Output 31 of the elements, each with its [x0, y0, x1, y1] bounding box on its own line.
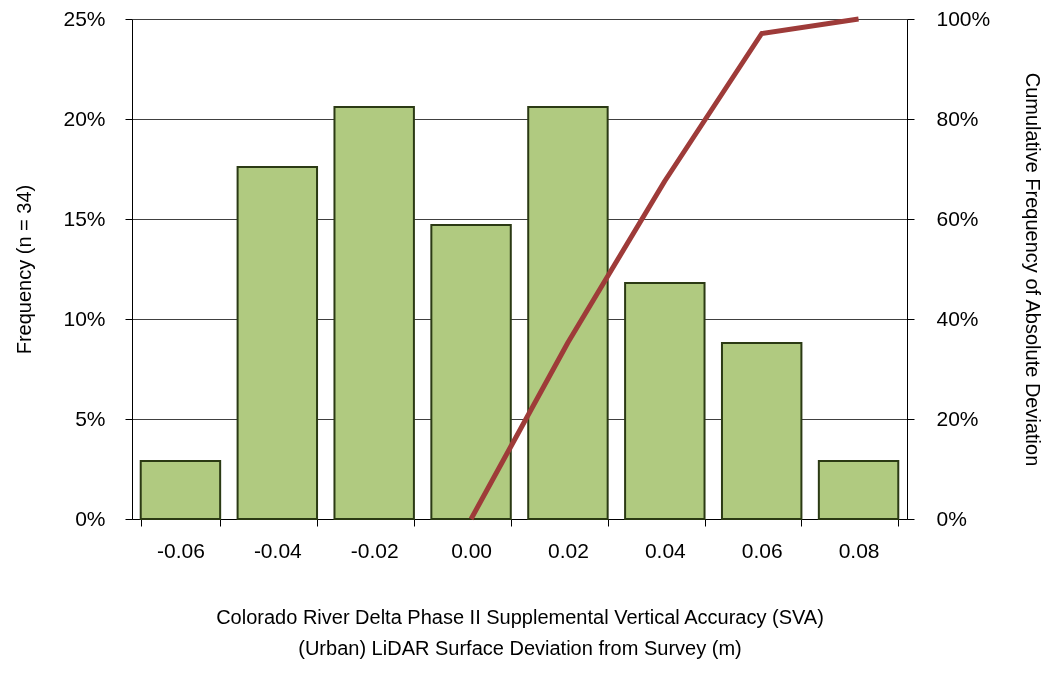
x-tick-label: -0.02 — [350, 538, 399, 562]
x-tick-label: 0.08 — [838, 538, 880, 562]
x-tick-label: -0.04 — [253, 538, 303, 562]
y-tick-label: 10% — [63, 306, 106, 330]
y2-axis-title: Cumulative Frequency of Absolute Deviation — [1022, 72, 1045, 467]
y2-tick-label: 60% — [936, 206, 979, 230]
x-tick-label: 0.06 — [741, 538, 783, 562]
bar — [527, 106, 609, 520]
y2-tick-label: 20% — [936, 406, 979, 430]
bar — [624, 282, 706, 520]
bar — [817, 460, 900, 520]
y-tick-label: 25% — [63, 6, 106, 30]
x-axis-title: Colorado River Delta Phase II Supplemental Vertical Accuracy (SVA) (Urban) LiDAR Surface Deviation from Survey (m) — [216, 605, 824, 659]
y-tick-label: 0% — [75, 506, 106, 530]
x-tick-label: 0.04 — [644, 538, 687, 562]
y-tick-label: 20% — [63, 106, 106, 130]
y-tick-label: 15% — [63, 206, 106, 230]
x-tick-label: 0.02 — [548, 538, 589, 562]
x-tick-label: 0.00 — [451, 538, 492, 562]
y2-tick-label: 80% — [936, 106, 979, 130]
y2-tick-label: 40% — [936, 306, 979, 330]
y-axis-title: Frequency (n = 34) — [13, 184, 36, 355]
y-tick-label: 5% — [75, 406, 106, 430]
bar — [720, 342, 803, 520]
bar — [139, 460, 222, 520]
bar — [430, 224, 512, 520]
bar — [236, 166, 319, 520]
bar — [333, 106, 415, 520]
y2-tick-label: 0% — [936, 506, 967, 530]
y2-tick-label: 100% — [936, 6, 991, 30]
x-tick-label: -0.06 — [157, 538, 205, 562]
